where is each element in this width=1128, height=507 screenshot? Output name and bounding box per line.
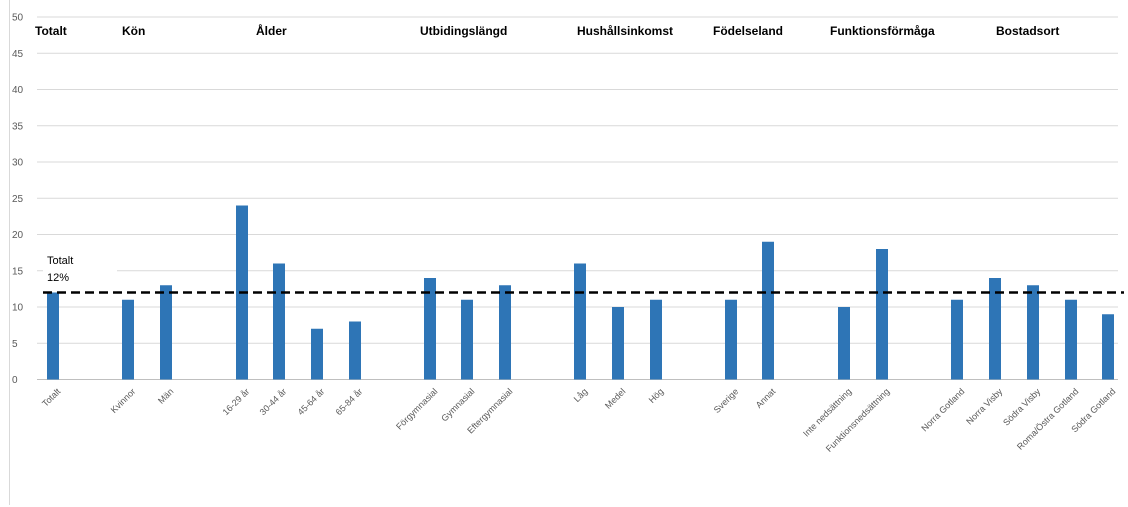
- group-label: Bostadsort: [996, 24, 1059, 38]
- bars: [47, 205, 1114, 380]
- x-tick-label: 30-44 år: [258, 386, 289, 417]
- group-label: Födelseland: [713, 24, 783, 38]
- bar: [461, 299, 473, 380]
- x-tick-label: Gymnasial: [439, 386, 476, 423]
- bar: [424, 278, 436, 380]
- y-tick-label: 40: [12, 85, 24, 96]
- x-tick-label: Kvinnor: [109, 386, 138, 415]
- bar: [47, 292, 59, 380]
- bar: [273, 263, 285, 380]
- group-label: Funktionsförmåga: [830, 24, 935, 38]
- bar: [612, 307, 624, 380]
- bar: [951, 299, 963, 380]
- y-tick-label: 30: [12, 158, 24, 169]
- x-tick-label: Låg: [572, 386, 590, 404]
- y-tick-label: 5: [12, 339, 18, 350]
- x-tick-label: Medel: [603, 386, 627, 410]
- y-tick-label: 20: [12, 230, 24, 241]
- group-label: Totalt: [35, 24, 67, 38]
- x-tick-label: Män: [156, 386, 175, 405]
- bar: [650, 299, 662, 380]
- bar: [838, 307, 850, 380]
- y-tick-label: 25: [12, 194, 24, 205]
- bar: [989, 278, 1001, 380]
- reference-label-value: 12%: [47, 272, 69, 284]
- group-label: Hushållsinkomst: [577, 24, 673, 38]
- x-tick-label: 16-29 år: [221, 386, 252, 417]
- reference-label-background: [43, 249, 117, 284]
- x-tick-label: Hög: [647, 386, 666, 405]
- bar-chart: 0 5 10 15 20 25 30 35 40 45 50 Totalt 12% Totalt Kv…: [12, 13, 1124, 454]
- bar: [574, 263, 586, 380]
- y-tick-label: 10: [12, 303, 24, 314]
- bar: [1065, 299, 1077, 380]
- y-tick-label: 15: [12, 266, 24, 277]
- group-label: Kön: [122, 24, 145, 38]
- y-axis-ticks: 0 5 10 15 20 25 30 35 40 45 50: [12, 13, 24, 387]
- bar: [725, 299, 737, 380]
- group-labels: Totalt Kön Ålder Utbidingslängd Hushållsinko…: [35, 23, 1059, 38]
- y-tick-label: 50: [12, 13, 24, 24]
- y-tick-label: 45: [12, 49, 24, 60]
- bar: [762, 241, 774, 380]
- x-tick-label: Södra Visby: [1001, 386, 1043, 428]
- bar: [1102, 314, 1114, 380]
- x-tick-label: Totalt: [40, 386, 63, 409]
- category-labels: Totalt Kvinnor Män 16-29 år 30-44 år 45-64 år…: [40, 386, 1117, 454]
- y-tick-label: 0: [12, 375, 18, 386]
- x-tick-label: Norra Gotland: [919, 386, 966, 433]
- bar: [499, 285, 511, 380]
- reference-label-title: Totalt: [47, 255, 73, 267]
- x-tick-label: Förgymnasial: [394, 386, 439, 431]
- reference-line-group: Totalt 12%: [43, 249, 1124, 294]
- x-tick-label: Annat: [754, 386, 778, 410]
- x-tick-label: Sverige: [712, 386, 741, 415]
- bar: [1027, 285, 1039, 380]
- x-tick-label: Funktionsnedsättning: [824, 386, 892, 454]
- y-tick-label: 35: [12, 121, 24, 132]
- bar: [349, 321, 361, 380]
- x-tick-label: 65-84 år: [334, 386, 365, 417]
- x-tick-label: 45-64 år: [296, 386, 327, 417]
- bar: [876, 249, 888, 380]
- bar: [122, 299, 134, 380]
- bar: [160, 285, 172, 380]
- chart-frame: 0 5 10 15 20 25 30 35 40 45 50 Totalt 12% Totalt Kv…: [9, 0, 1126, 505]
- bar: [311, 328, 323, 380]
- group-label: Ålder: [256, 23, 287, 38]
- x-tick-label: Norra Visby: [964, 386, 1005, 427]
- gridlines: [37, 16, 1118, 380]
- group-label: Utbidingslängd: [420, 24, 507, 38]
